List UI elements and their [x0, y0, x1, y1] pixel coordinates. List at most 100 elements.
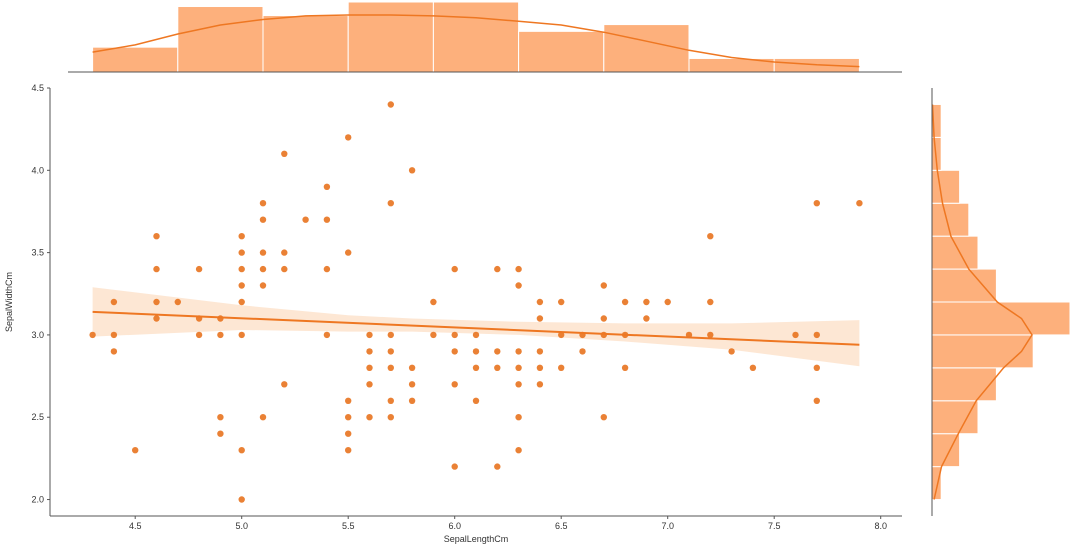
scatter-point — [621, 298, 629, 306]
x-tick-label: 4.5 — [129, 521, 142, 531]
x-histogram-bar — [347, 1, 434, 73]
scatter-point — [728, 348, 735, 355]
y-axis-label: SepalWidthCm — [4, 272, 14, 332]
scatter-point — [174, 298, 181, 306]
scatter-point — [387, 348, 394, 355]
scatter-point — [323, 183, 331, 190]
scatter-point — [259, 282, 267, 289]
scatter-point — [536, 381, 544, 388]
y-tick-label: 4.5 — [31, 83, 44, 93]
scatter-point — [536, 315, 544, 322]
scatter-point — [153, 298, 160, 306]
scatter-point — [664, 298, 671, 306]
x-histogram-bar — [518, 30, 605, 73]
scatter-point — [153, 315, 160, 322]
scatter-point — [366, 364, 373, 371]
scatter-point — [472, 397, 480, 404]
regression-line — [92, 310, 860, 346]
y-tick-label: 3.5 — [31, 248, 44, 258]
scatter-point — [472, 348, 480, 355]
x-histogram-bars — [92, 1, 860, 73]
scatter-point — [366, 348, 373, 355]
x-tick-label: 7.0 — [661, 521, 674, 531]
scatter-point — [195, 331, 203, 339]
scatter-point — [238, 447, 245, 454]
scatter-point — [515, 381, 522, 388]
scatter-point — [387, 331, 394, 339]
scatter-point — [387, 364, 394, 371]
scatter-point — [451, 348, 458, 355]
scatter-point — [217, 430, 224, 437]
scatter-point — [600, 315, 607, 322]
scatter-point — [643, 298, 650, 306]
scatter-point — [366, 381, 373, 388]
scatter-point — [110, 348, 118, 355]
scatter-point — [579, 348, 586, 355]
scatter-point — [281, 249, 288, 256]
y-tick-label: 2.5 — [31, 412, 44, 422]
scatter-point — [345, 134, 352, 141]
scatter-point — [813, 200, 820, 207]
scatter-point — [281, 381, 288, 388]
scatter-point — [323, 265, 331, 273]
scatter-point — [345, 414, 352, 421]
x-histogram-bar — [262, 15, 349, 73]
scatter-plot-area: 4.5 5.0 5.5 6.0 6.5 7.0 7.5 8.0 2.0 2.5 3.0 3.5 4.0… — [4, 83, 902, 544]
scatter-point — [259, 216, 267, 223]
scatter-point — [345, 249, 352, 256]
scatter-point — [132, 447, 139, 454]
x-histogram-bar — [603, 24, 690, 73]
scatter-point — [217, 315, 224, 322]
y-tick-label: 2.0 — [31, 495, 44, 505]
y-histogram-bars — [931, 103, 1071, 501]
x-tick-label: 6.0 — [448, 521, 461, 531]
scatter-point — [302, 216, 309, 223]
scatter-point — [238, 496, 245, 503]
y-histogram-bar — [931, 169, 961, 204]
scatter-point — [494, 364, 501, 371]
scatter-point — [494, 463, 501, 470]
scatter-point — [408, 364, 416, 371]
scatter-point — [515, 265, 522, 273]
y-histogram-bar — [931, 334, 1034, 369]
scatter-point — [153, 233, 160, 240]
x-tick-label: 5.5 — [342, 521, 355, 531]
scatter-point — [536, 364, 544, 371]
scatter-point — [238, 331, 245, 339]
top-marginal-histogram — [68, 1, 902, 73]
scatter-point — [238, 298, 245, 306]
scatter-point — [259, 414, 267, 421]
scatter-point — [558, 298, 565, 306]
y-tick-labels: 2.0 2.5 3.0 3.5 4.0 4.5 — [31, 83, 50, 505]
scatter-point — [494, 265, 501, 273]
scatter-point — [792, 331, 799, 339]
scatter-point — [494, 348, 501, 355]
scatter-point — [813, 364, 820, 371]
scatter-point — [536, 348, 544, 355]
scatter-point — [387, 200, 394, 207]
scatter-point — [366, 414, 373, 421]
y-histogram-bar — [931, 301, 1071, 336]
scatter-point — [813, 397, 820, 404]
scatter-point — [238, 233, 245, 240]
scatter-point — [259, 200, 267, 207]
x-histogram-bar — [177, 6, 264, 73]
scatter-point — [259, 265, 267, 273]
scatter-point — [110, 298, 118, 306]
scatter-point — [856, 200, 863, 207]
scatter-point — [558, 364, 565, 371]
y-histogram-bar — [931, 400, 979, 435]
scatter-point — [345, 447, 352, 454]
x-kde-curve — [92, 14, 860, 68]
scatter-point — [238, 249, 245, 256]
y-tick-label: 3.0 — [31, 330, 44, 340]
x-histogram-bar — [92, 46, 179, 73]
scatter-point — [451, 381, 458, 388]
x-axis-label: SepalLengthCm — [444, 534, 509, 544]
scatter-point — [408, 167, 416, 174]
scatter-point — [536, 298, 544, 306]
x-tick-label: 7.5 — [768, 521, 781, 531]
scatter-point — [345, 397, 352, 404]
scatter-point — [472, 331, 480, 339]
